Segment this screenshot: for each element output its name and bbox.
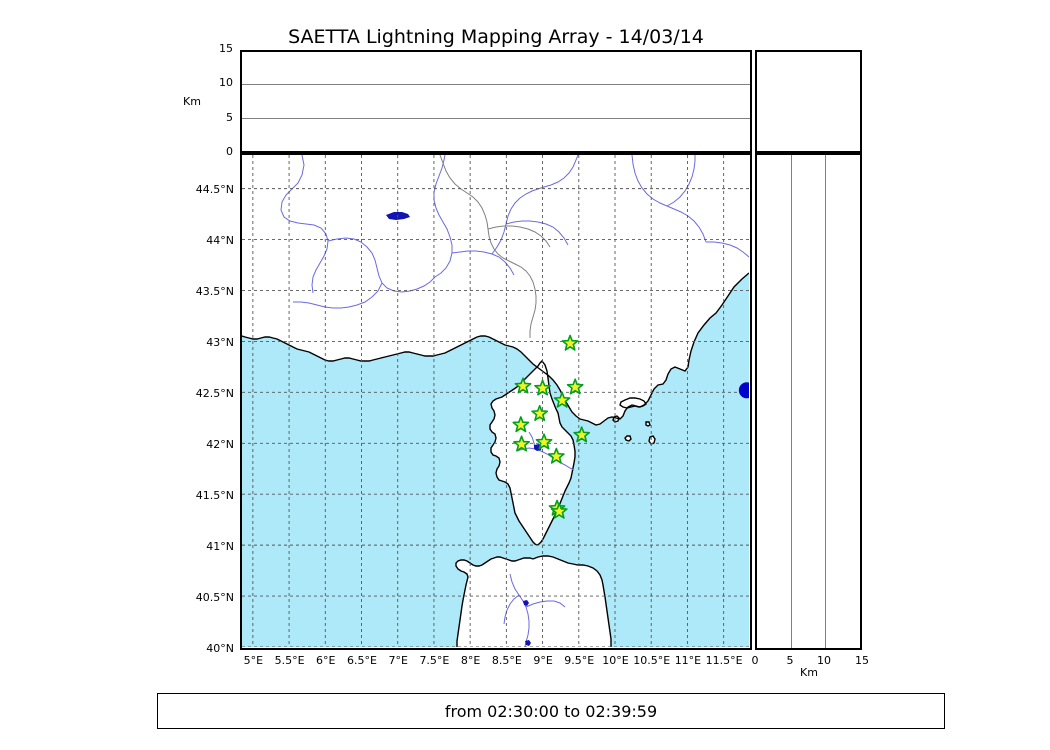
top-panel-gridline-10 bbox=[242, 84, 750, 86]
station-marker-station-07[interactable] bbox=[512, 416, 530, 433]
map-lon-tick-11.5°E: 11.5°E bbox=[705, 654, 743, 667]
event-marker-event-01[interactable] bbox=[738, 382, 749, 399]
map-graphics bbox=[242, 155, 749, 647]
right-panel-xtick-5: 5 bbox=[786, 654, 794, 667]
graticule-group bbox=[242, 155, 749, 647]
top-panel-gridline-5 bbox=[242, 117, 750, 119]
map-lon-tick-10.5°E: 10.5°E bbox=[633, 654, 671, 667]
station-marker-station-05[interactable] bbox=[553, 391, 571, 408]
station-marker-station-04[interactable] bbox=[566, 378, 584, 395]
administrative-border-group bbox=[439, 155, 551, 338]
map-panel[interactable] bbox=[240, 153, 752, 650]
altitude-longitude-panel[interactable] bbox=[240, 50, 752, 153]
corner-panel[interactable] bbox=[755, 50, 862, 153]
map-lon-tick-9.5°E: 9.5°E bbox=[564, 654, 595, 667]
map-lat-tick-44.5°N: 44.5°N bbox=[195, 183, 234, 197]
map-canvas bbox=[242, 155, 749, 647]
map-lat-tick-43°N: 43°N bbox=[206, 335, 234, 349]
map-lon-tick-8.5°E: 8.5°E bbox=[491, 654, 522, 667]
station-marker-station-13[interactable] bbox=[550, 502, 568, 519]
map-lat-tick-43.5°N: 43.5°N bbox=[195, 284, 234, 298]
station-marker-station-11[interactable] bbox=[547, 447, 565, 464]
map-lat-tick-42°N: 42°N bbox=[206, 437, 234, 451]
map-lat-tick-40°N: 40°N bbox=[206, 641, 234, 655]
time-range-status-bar[interactable]: from 02:30:00 to 02:39:59 bbox=[157, 693, 945, 729]
time-range-text: from 02:30:00 to 02:39:59 bbox=[444, 701, 658, 721]
landmass-mainland bbox=[242, 155, 749, 425]
right-panel-xtick-10: 10 bbox=[817, 654, 831, 667]
map-lat-tick-41.5°N: 41.5°N bbox=[195, 488, 234, 502]
map-lon-tick-9°E: 9°E bbox=[533, 654, 553, 667]
right-panel-xtick-0: 0 bbox=[751, 654, 759, 667]
map-lon-tick-6.5°E: 6.5°E bbox=[347, 654, 377, 667]
map-lon-tick-11°E: 11°E bbox=[674, 654, 702, 667]
altitude-latitude-panel[interactable] bbox=[755, 153, 862, 650]
top-panel-axis-label: Km bbox=[183, 95, 201, 108]
landmass-sardinia bbox=[456, 556, 611, 647]
island-elba bbox=[620, 398, 646, 408]
map-lon-tick-5°E: 5°E bbox=[243, 654, 264, 667]
map-lat-tick-40.5°N: 40.5°N bbox=[195, 590, 234, 604]
station-marker-group bbox=[512, 334, 591, 519]
right-panel-gridline-10 bbox=[825, 155, 827, 648]
river-group bbox=[280, 155, 749, 647]
top-panel-ytick-0: 0 bbox=[226, 145, 233, 158]
station-marker-station-09[interactable] bbox=[513, 435, 530, 452]
station-marker-station-06[interactable] bbox=[531, 404, 549, 422]
map-lat-tick-41°N: 41°N bbox=[206, 539, 234, 553]
event-marker-group bbox=[738, 382, 749, 399]
figure-title: SAETTA Lightning Mapping Array - 14/03/1… bbox=[288, 26, 704, 48]
station-marker-station-03[interactable] bbox=[534, 379, 551, 396]
top-panel-ytick-5: 5 bbox=[226, 111, 233, 124]
landmass-corsica bbox=[490, 361, 575, 545]
map-lon-tick-7.5°E: 7.5°E bbox=[419, 654, 450, 667]
top-panel-ytick-10: 10 bbox=[219, 76, 233, 89]
top-panel-ytick-15: 15 bbox=[219, 42, 233, 55]
station-marker-station-01[interactable] bbox=[561, 334, 579, 351]
station-marker-station-02[interactable] bbox=[514, 377, 532, 394]
station-marker-station-10[interactable] bbox=[535, 433, 553, 450]
right-panel-xtick-15: 15 bbox=[855, 654, 869, 667]
map-lat-tick-44°N: 44°N bbox=[206, 234, 234, 248]
map-lon-tick-6°E: 6°E bbox=[316, 654, 336, 667]
map-lon-tick-5.5°E: 5.5°E bbox=[274, 654, 305, 667]
station-marker-station-08[interactable] bbox=[573, 426, 591, 443]
map-lon-tick-10°E: 10°E bbox=[602, 654, 629, 667]
map-lon-tick-7°E: 7°E bbox=[388, 654, 408, 667]
map-lon-tick-8°E: 8°E bbox=[460, 654, 481, 667]
right-panel-axis-label: Km bbox=[800, 666, 818, 679]
right-panel-gridline-5 bbox=[790, 155, 792, 648]
map-lat-tick-42.5°N: 42.5°N bbox=[195, 386, 234, 400]
